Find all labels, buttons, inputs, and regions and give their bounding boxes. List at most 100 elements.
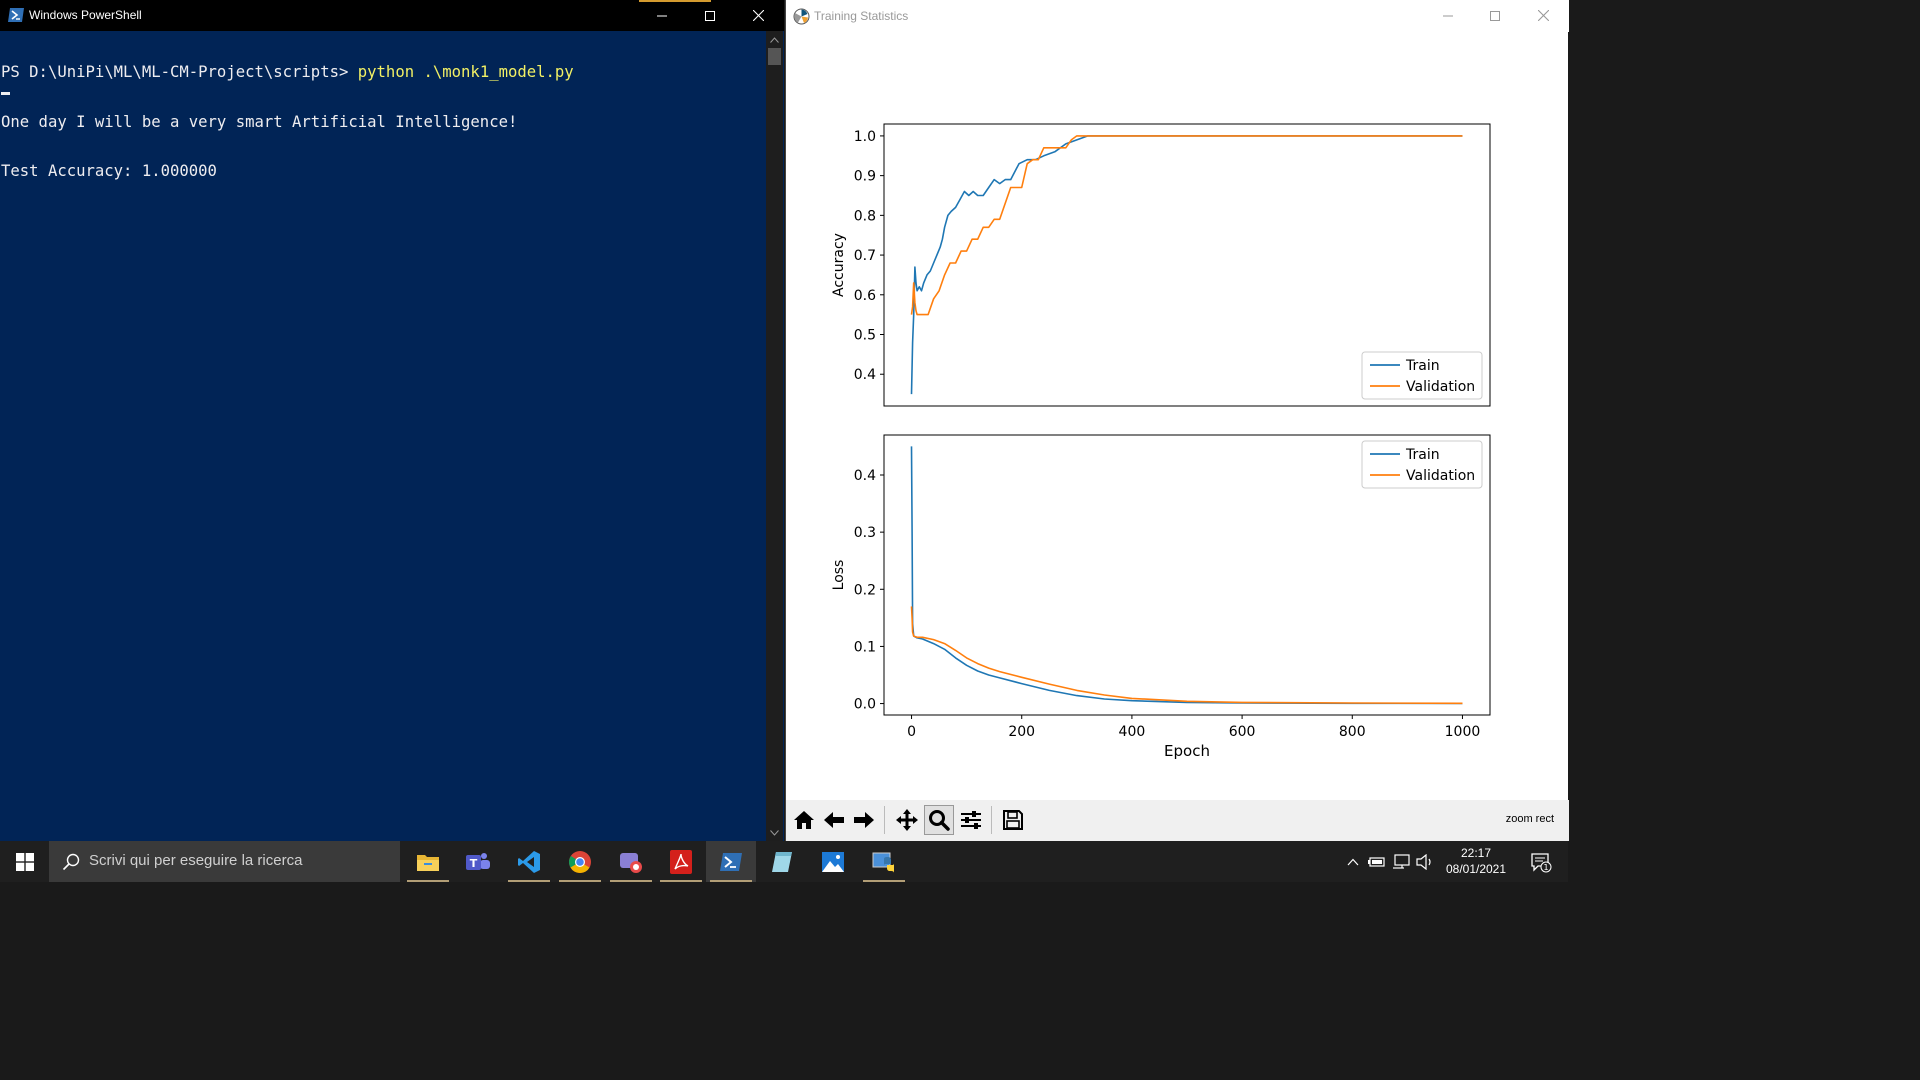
taskbar-app-python[interactable] bbox=[859, 841, 909, 882]
pan-button[interactable] bbox=[892, 805, 922, 835]
y-tick-label: 0.4 bbox=[854, 367, 876, 383]
network-icon bbox=[1393, 854, 1410, 869]
y-axis-label: Accuracy bbox=[831, 233, 847, 297]
powershell-window[interactable]: Windows PowerShell PS D:\UniPi\ML\ML-CM-… bbox=[0, 0, 784, 841]
teams-icon: T bbox=[466, 852, 490, 870]
vscode-icon bbox=[518, 850, 540, 873]
snip-icon bbox=[620, 852, 642, 873]
photos-icon bbox=[822, 851, 844, 872]
taskbar: Scrivi qui per eseguire la ricerca T bbox=[0, 841, 1568, 882]
forward-arrow-icon bbox=[854, 812, 874, 828]
y-axis-label: Loss bbox=[831, 560, 847, 591]
show-hidden-icons-button[interactable] bbox=[1344, 853, 1362, 871]
action-center-button[interactable]: 1 bbox=[1518, 841, 1564, 882]
taskbar-app-powershell[interactable] bbox=[706, 841, 756, 882]
y-tick-label: 0.4 bbox=[854, 468, 876, 484]
chevron-up-icon bbox=[1347, 858, 1359, 866]
close-button[interactable] bbox=[1520, 0, 1566, 31]
scrollbar-thumb[interactable] bbox=[768, 48, 781, 65]
maximize-icon bbox=[705, 10, 715, 21]
clock-date: 08/01/2021 bbox=[1445, 862, 1507, 876]
powershell-titlebar[interactable]: Windows PowerShell bbox=[0, 0, 784, 31]
taskbar-app-vscode[interactable] bbox=[504, 841, 554, 882]
powershell-icon bbox=[8, 8, 24, 22]
title-accent bbox=[639, 0, 711, 2]
x-tick-label: 600 bbox=[1229, 724, 1256, 740]
powershell-icon bbox=[720, 852, 742, 871]
y-tick-label: 0.2 bbox=[854, 582, 876, 598]
save-button[interactable] bbox=[998, 805, 1028, 835]
speaker-icon bbox=[1416, 854, 1431, 870]
toolbar-status-text: zoom rect bbox=[1505, 813, 1554, 825]
console-output[interactable]: PS D:\UniPi\ML\ML-CM-Project\scripts> py… bbox=[1, 31, 765, 841]
back-button[interactable] bbox=[819, 805, 849, 835]
start-button[interactable] bbox=[0, 841, 49, 882]
x-tick-label: 1000 bbox=[1445, 724, 1481, 740]
axes-frame bbox=[883, 434, 1491, 716]
x-tick-label: 400 bbox=[1119, 724, 1146, 740]
taskbar-app-chrome[interactable] bbox=[555, 841, 605, 882]
window-title: Windows PowerShell bbox=[29, 8, 142, 22]
legend-label: Train bbox=[1405, 358, 1440, 374]
taskbar-app-photos[interactable] bbox=[808, 841, 858, 882]
window-title: Training Statistics bbox=[814, 9, 909, 23]
running-indicator bbox=[559, 880, 601, 882]
matplotlib-icon bbox=[793, 8, 810, 25]
minimize-button[interactable] bbox=[639, 0, 685, 31]
y-tick-label: 0.8 bbox=[854, 208, 876, 224]
acrobat-icon bbox=[670, 849, 692, 874]
training-statistics-window[interactable]: Training Statistics 0.4 0.5 0.6 0.7 0.8 0.9 1.… bbox=[785, 0, 1569, 841]
svg-text:T: T bbox=[470, 857, 478, 870]
text-cursor bbox=[1, 92, 10, 95]
vertical-scrollbar[interactable] bbox=[766, 31, 783, 841]
taskbar-app-snip[interactable] bbox=[606, 841, 656, 882]
legend-box bbox=[1361, 351, 1483, 400]
zoom-icon bbox=[929, 810, 950, 831]
scroll-up-button[interactable] bbox=[766, 31, 783, 48]
taskbar-clock[interactable]: 22:17 08/01/2021 bbox=[1436, 845, 1516, 877]
chevron-down-icon bbox=[770, 829, 779, 836]
taskbar-app-acrobat[interactable] bbox=[656, 841, 706, 882]
y-tick-label: 1.0 bbox=[854, 129, 876, 145]
notification-count: 1 bbox=[1543, 863, 1548, 872]
output-line: One day I will be a very smart Artificia… bbox=[1, 112, 518, 131]
navigation-toolbar: zoom rect bbox=[786, 800, 1569, 841]
zoom-button[interactable] bbox=[924, 805, 954, 835]
y-tick-label: 0.3 bbox=[854, 525, 876, 541]
home-button[interactable] bbox=[789, 805, 819, 835]
series-line-train bbox=[910, 135, 1463, 395]
configure-subplots-button[interactable] bbox=[956, 805, 986, 835]
toolbar-separator bbox=[991, 806, 992, 834]
minimize-icon bbox=[1443, 15, 1453, 16]
prompt-text: PS D:\UniPi\ML\ML-CM-Project\scripts> bbox=[1, 63, 358, 81]
taskbar-app-teams[interactable]: T bbox=[453, 841, 503, 882]
back-arrow-icon bbox=[824, 812, 844, 828]
taskbar-search-box[interactable]: Scrivi qui per eseguire la ricerca bbox=[49, 841, 400, 882]
running-indicator bbox=[407, 880, 449, 882]
taskbar-app-file-explorer[interactable] bbox=[403, 841, 453, 882]
battery-button[interactable] bbox=[1368, 853, 1386, 871]
taskbar-app-notepad[interactable] bbox=[757, 841, 807, 882]
forward-button[interactable] bbox=[849, 805, 879, 835]
volume-button[interactable] bbox=[1416, 853, 1434, 871]
series-line-validation bbox=[910, 135, 1463, 316]
chevron-up-icon bbox=[770, 36, 779, 43]
running-indicator bbox=[660, 880, 702, 882]
minimize-button[interactable] bbox=[1425, 0, 1471, 31]
network-button[interactable] bbox=[1392, 853, 1410, 871]
maximize-button[interactable] bbox=[687, 0, 733, 31]
legend-label: Train bbox=[1405, 447, 1440, 463]
series-line-validation bbox=[910, 606, 1463, 705]
plot-canvas[interactable]: 0.4 0.5 0.6 0.7 0.8 0.9 1.0 Accuracy Train Valida… bbox=[786, 32, 1569, 800]
maximize-button[interactable] bbox=[1472, 0, 1518, 31]
close-button[interactable] bbox=[735, 0, 781, 31]
chrome-icon bbox=[569, 850, 591, 873]
legend-label: Validation bbox=[1406, 468, 1475, 484]
y-tick-label: 0.6 bbox=[854, 288, 876, 304]
running-indicator bbox=[610, 880, 652, 882]
close-icon bbox=[1537, 10, 1549, 21]
scroll-down-button[interactable] bbox=[766, 824, 783, 841]
file-explorer-icon bbox=[417, 854, 439, 871]
home-icon bbox=[794, 811, 814, 829]
plot-titlebar[interactable]: Training Statistics bbox=[786, 0, 1569, 32]
